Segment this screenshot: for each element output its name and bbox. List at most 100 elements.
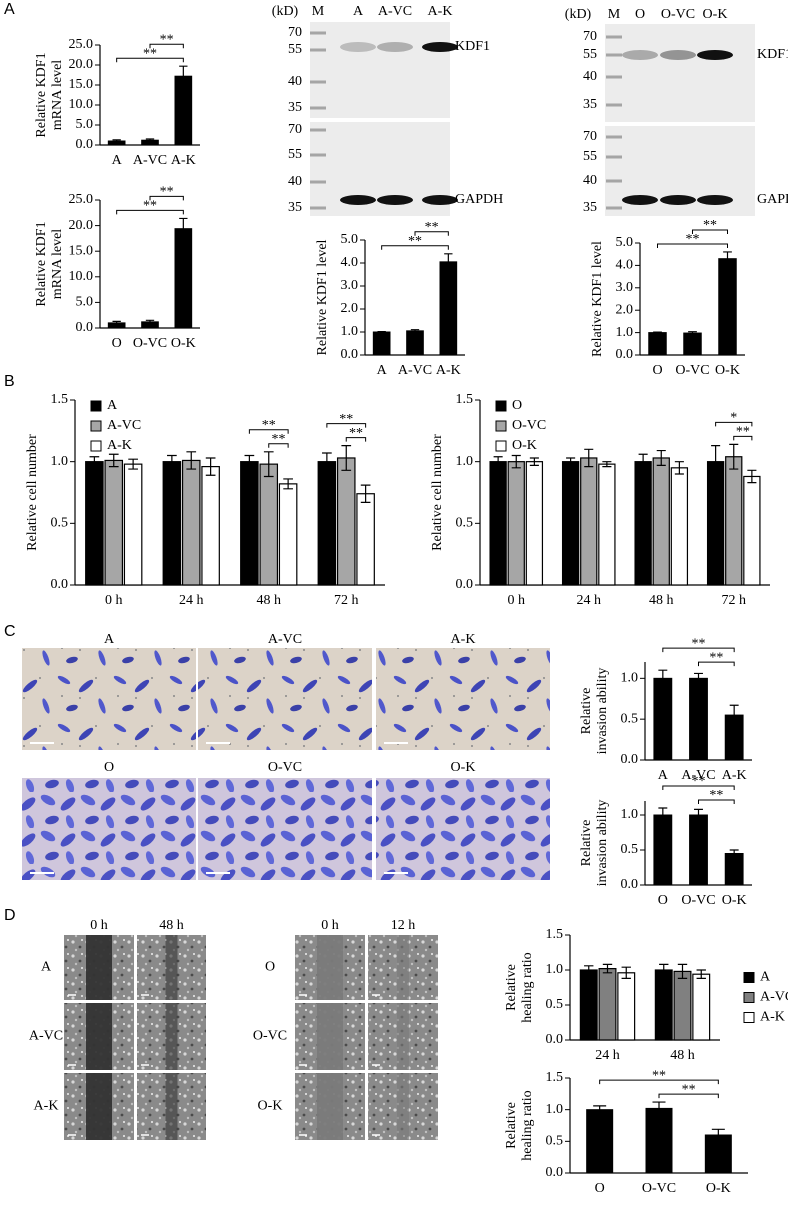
legend-swatch bbox=[743, 992, 755, 1003]
wound-gap bbox=[86, 1073, 112, 1140]
x-tick-label: A-K bbox=[722, 768, 747, 783]
lane-label: O-K bbox=[703, 7, 728, 22]
x-tick-label: O bbox=[595, 1181, 605, 1196]
significance-bracket bbox=[692, 229, 728, 234]
x-tick-label: A bbox=[112, 153, 123, 168]
error-bar bbox=[593, 1105, 607, 1115]
significance-bracket bbox=[662, 785, 735, 790]
y-tick-label: 2.0 bbox=[341, 301, 359, 316]
error-bar bbox=[410, 329, 420, 333]
significance-bracket bbox=[698, 661, 735, 667]
image-label: A bbox=[104, 632, 115, 647]
y-tick-label: 0.0 bbox=[456, 577, 474, 592]
protein-band bbox=[377, 42, 413, 52]
y-axis-label: Relative KDF1 bbox=[34, 52, 49, 137]
wound-gap bbox=[165, 1073, 178, 1140]
error-bar bbox=[493, 456, 503, 468]
error-bar bbox=[444, 253, 453, 271]
significance-bracket bbox=[116, 57, 184, 63]
bar bbox=[181, 459, 201, 586]
bar bbox=[201, 466, 220, 586]
y-tick-label: 10.0 bbox=[69, 97, 94, 112]
y-axis-label: Relative bbox=[504, 964, 519, 1011]
error-bar bbox=[729, 849, 739, 858]
ladder-band bbox=[310, 80, 326, 84]
x-tick-label: 72 h bbox=[722, 593, 747, 608]
panel-label: B bbox=[4, 373, 15, 390]
y-tick-label: 15.0 bbox=[69, 77, 94, 92]
legend-label: O-VC bbox=[512, 418, 546, 433]
bar bbox=[372, 331, 391, 356]
marker-size: 55 bbox=[288, 147, 302, 162]
protein-band bbox=[660, 50, 696, 60]
error-bar bbox=[688, 331, 697, 335]
ladder-band bbox=[310, 106, 326, 110]
error-bar bbox=[89, 456, 100, 468]
error-bar bbox=[341, 445, 352, 471]
error-bar bbox=[677, 963, 688, 979]
bar bbox=[259, 463, 279, 586]
legend-label: A-VC bbox=[107, 418, 141, 433]
significance-label: ** bbox=[349, 426, 363, 441]
image-label: A-VC bbox=[268, 632, 302, 647]
y-tick-label: 1.0 bbox=[546, 1102, 564, 1117]
error-bar bbox=[205, 457, 216, 476]
error-bar bbox=[659, 963, 669, 977]
protein-band bbox=[622, 195, 658, 205]
significance-label: ** bbox=[408, 234, 422, 249]
time-label: 0 h bbox=[321, 918, 339, 933]
marker-size: 40 bbox=[288, 174, 302, 189]
y-tick-label: 15.0 bbox=[69, 243, 94, 258]
error-bar bbox=[658, 669, 668, 688]
y-tick-label: 3.0 bbox=[616, 280, 634, 295]
bar bbox=[724, 853, 744, 886]
error-bar bbox=[652, 1101, 666, 1116]
ladder-band bbox=[310, 128, 326, 132]
bar bbox=[525, 461, 544, 586]
x-tick-label: 24 h bbox=[179, 593, 204, 608]
marker-size: 40 bbox=[288, 74, 302, 89]
x-tick-label: O-VC bbox=[642, 1181, 676, 1196]
y-tick-label: 0.5 bbox=[456, 516, 474, 531]
ladder-band bbox=[606, 35, 622, 39]
panel-label: C bbox=[4, 623, 16, 640]
y-tick-label: 3.0 bbox=[341, 278, 359, 293]
y-tick-label: 0.0 bbox=[546, 1165, 564, 1180]
x-tick-label: O-VC bbox=[133, 336, 167, 351]
y-tick-label: 4.0 bbox=[616, 258, 634, 273]
legend-swatch bbox=[90, 440, 102, 452]
bar bbox=[104, 459, 124, 586]
error-bar bbox=[179, 65, 188, 87]
panel-label: D bbox=[4, 907, 16, 924]
marker-size: 70 bbox=[583, 129, 597, 144]
marker-size: 70 bbox=[583, 29, 597, 44]
error-bar bbox=[186, 451, 197, 470]
ladder-band bbox=[310, 48, 326, 52]
y-tick-label: 5.0 bbox=[341, 232, 359, 247]
y-tick-label: 5.0 bbox=[76, 295, 94, 310]
y-tick-label: 0.0 bbox=[621, 877, 639, 892]
marker-size: 40 bbox=[583, 173, 597, 188]
significance-bracket bbox=[599, 1079, 719, 1085]
y-tick-label: 5.0 bbox=[76, 117, 94, 132]
time-label: 12 h bbox=[391, 918, 416, 933]
legend-swatch bbox=[495, 420, 507, 432]
bar bbox=[689, 814, 708, 886]
y-tick-label: 0.5 bbox=[621, 842, 639, 857]
marker-size: 55 bbox=[288, 42, 302, 57]
bar bbox=[704, 1134, 732, 1174]
wound-gap bbox=[317, 1003, 343, 1070]
protein-band bbox=[377, 195, 413, 205]
wound-gap bbox=[397, 1073, 409, 1140]
micrograph bbox=[22, 778, 196, 880]
bar bbox=[356, 493, 375, 586]
time-label: 48 h bbox=[159, 918, 184, 933]
y-tick-label: 1.0 bbox=[621, 671, 639, 686]
bar bbox=[586, 1109, 614, 1174]
error-bar bbox=[696, 969, 706, 979]
error-bar bbox=[244, 454, 255, 469]
error-bar bbox=[711, 445, 721, 479]
y-axis-label: mRNA level bbox=[50, 229, 65, 299]
bar bbox=[634, 461, 652, 586]
y-axis-label: mRNA level bbox=[50, 60, 65, 130]
